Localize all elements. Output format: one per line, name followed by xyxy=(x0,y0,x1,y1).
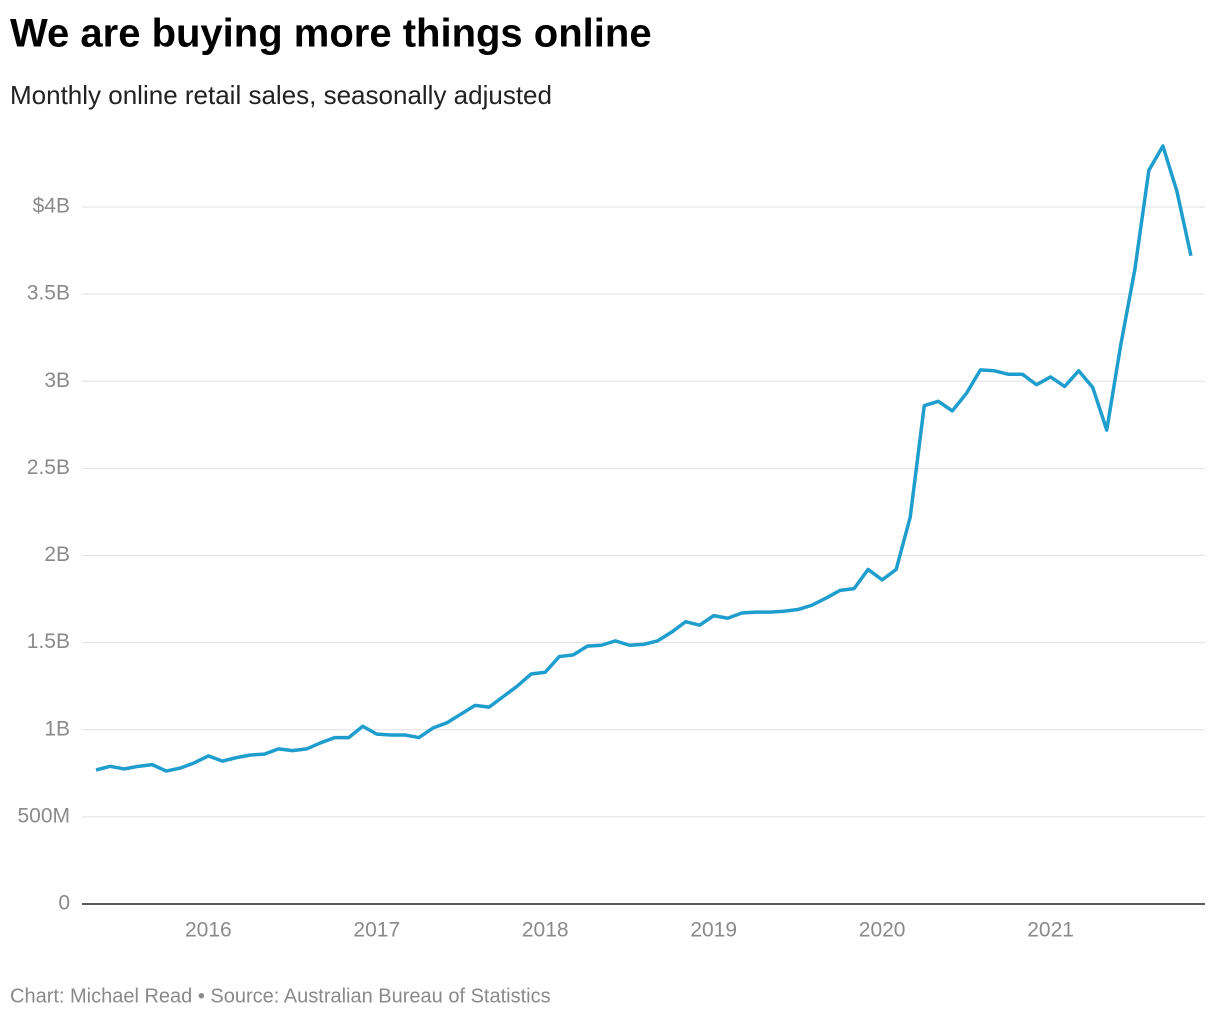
y-tick-label: 1B xyxy=(44,717,70,740)
y-tick-label: 3B xyxy=(44,369,70,392)
x-tick-label: 2017 xyxy=(353,919,400,942)
y-tick-label: $4B xyxy=(33,195,70,218)
x-tick-label: 2018 xyxy=(522,919,569,942)
y-tick-label: 2B xyxy=(44,543,70,566)
x-tick-label: 2016 xyxy=(185,919,232,942)
y-tick-label: 0 xyxy=(58,892,70,915)
x-tick-label: 2021 xyxy=(1027,919,1074,942)
line xyxy=(95,144,1193,773)
x-tick-label: 2019 xyxy=(690,919,737,942)
chart-subtitle: Monthly online retail sales, seasonally … xyxy=(10,80,552,110)
chart-title: We are buying more things online xyxy=(10,12,652,56)
y-tick-label: 1.5B xyxy=(27,630,70,653)
y-tick-label: 3.5B xyxy=(27,282,70,305)
x-tick-label: 2020 xyxy=(859,919,906,942)
chart-source: Chart: Michael Read • Source: Australian… xyxy=(10,985,551,1007)
y-tick-label: 2.5B xyxy=(27,456,70,479)
y-tick-label: 500M xyxy=(17,804,70,827)
